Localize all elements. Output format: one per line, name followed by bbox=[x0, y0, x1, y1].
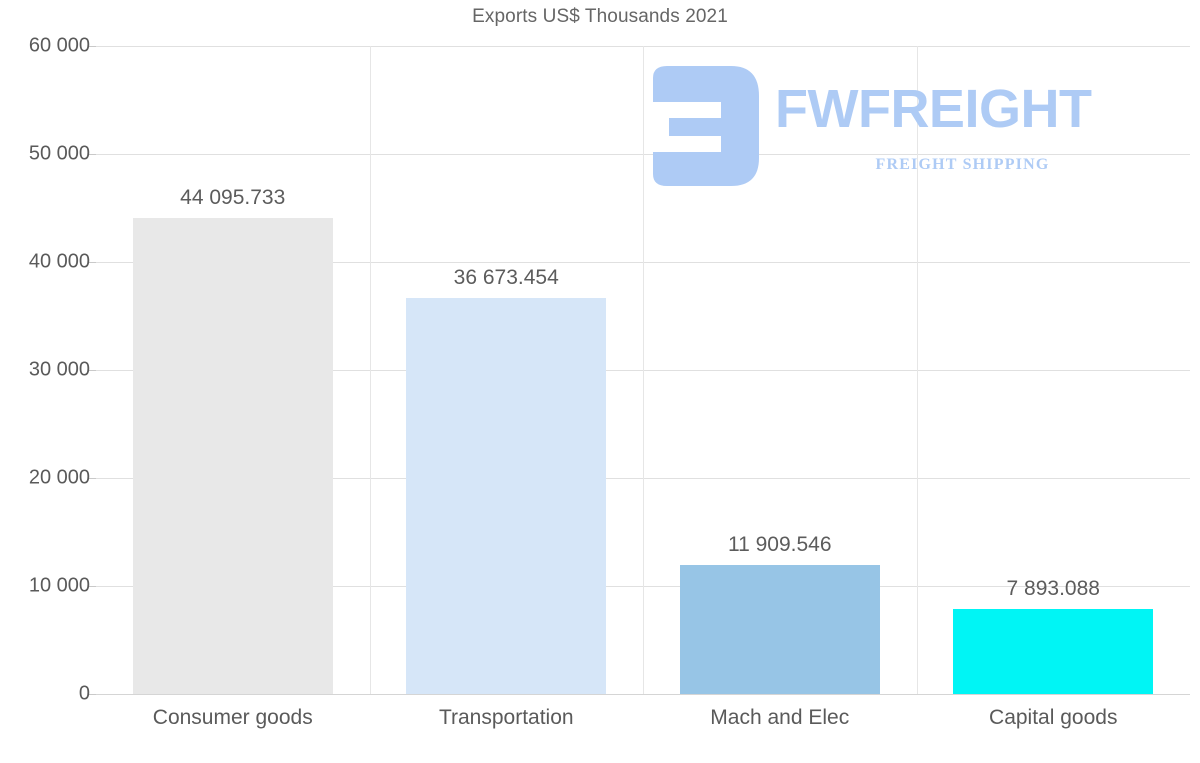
chart-title: Exports US$ Thousands 2021 bbox=[472, 6, 728, 27]
bar-group[interactable]: 44 095.733 bbox=[132, 46, 333, 694]
y-axis-tick bbox=[89, 46, 96, 47]
y-axis-tick bbox=[89, 478, 96, 479]
x-axis-labels: Consumer goods Transportation Mach and Ele… bbox=[96, 700, 1190, 750]
y-axis-label: 0 bbox=[78, 682, 90, 705]
bar-value-label: 44 095.733 bbox=[180, 185, 286, 209]
y-axis-tick bbox=[89, 154, 96, 155]
y-axis-label: 30 000 bbox=[28, 358, 90, 381]
y-axis-label: 50 000 bbox=[28, 142, 90, 165]
y-axis-tick bbox=[89, 586, 96, 587]
y-axis-tick bbox=[89, 694, 96, 695]
category-separator bbox=[917, 46, 918, 694]
bar-group[interactable]: 36 673.454 bbox=[406, 46, 607, 694]
bar-group[interactable]: 11 909.546 bbox=[679, 46, 880, 694]
x-axis-category-label: Consumer goods bbox=[152, 706, 313, 729]
bars-layer: 44 095.733 36 673.454 11 909.546 7 893.088 bbox=[96, 46, 1190, 694]
category-separator bbox=[370, 46, 371, 694]
y-axis-tick bbox=[89, 262, 96, 263]
bar-group[interactable]: 7 893.088 bbox=[953, 46, 1154, 694]
bar[interactable] bbox=[406, 297, 607, 694]
x-axis-category-label: Capital goods bbox=[989, 706, 1118, 729]
bar[interactable] bbox=[132, 217, 333, 694]
gridline bbox=[96, 694, 1190, 695]
y-axis-label: 20 000 bbox=[28, 466, 90, 489]
x-axis-category-label: Mach and Elec bbox=[710, 706, 850, 729]
y-axis-label: 60 000 bbox=[28, 34, 90, 57]
bar-value-label: 11 909.546 bbox=[727, 533, 832, 557]
y-axis-label: 10 000 bbox=[28, 574, 90, 597]
bar[interactable] bbox=[953, 608, 1154, 694]
bar-value-label: 7 893.088 bbox=[1006, 576, 1100, 600]
category-separator bbox=[643, 46, 644, 694]
bar-value-label: 36 673.454 bbox=[453, 265, 559, 289]
bar[interactable] bbox=[679, 565, 880, 694]
y-axis-label: 40 000 bbox=[28, 250, 90, 273]
x-axis-category-label: Transportation bbox=[438, 706, 574, 729]
plot-area: 44 095.733 36 673.454 11 909.546 7 893.088 bbox=[89, 46, 1190, 695]
y-axis-tick bbox=[89, 370, 96, 371]
